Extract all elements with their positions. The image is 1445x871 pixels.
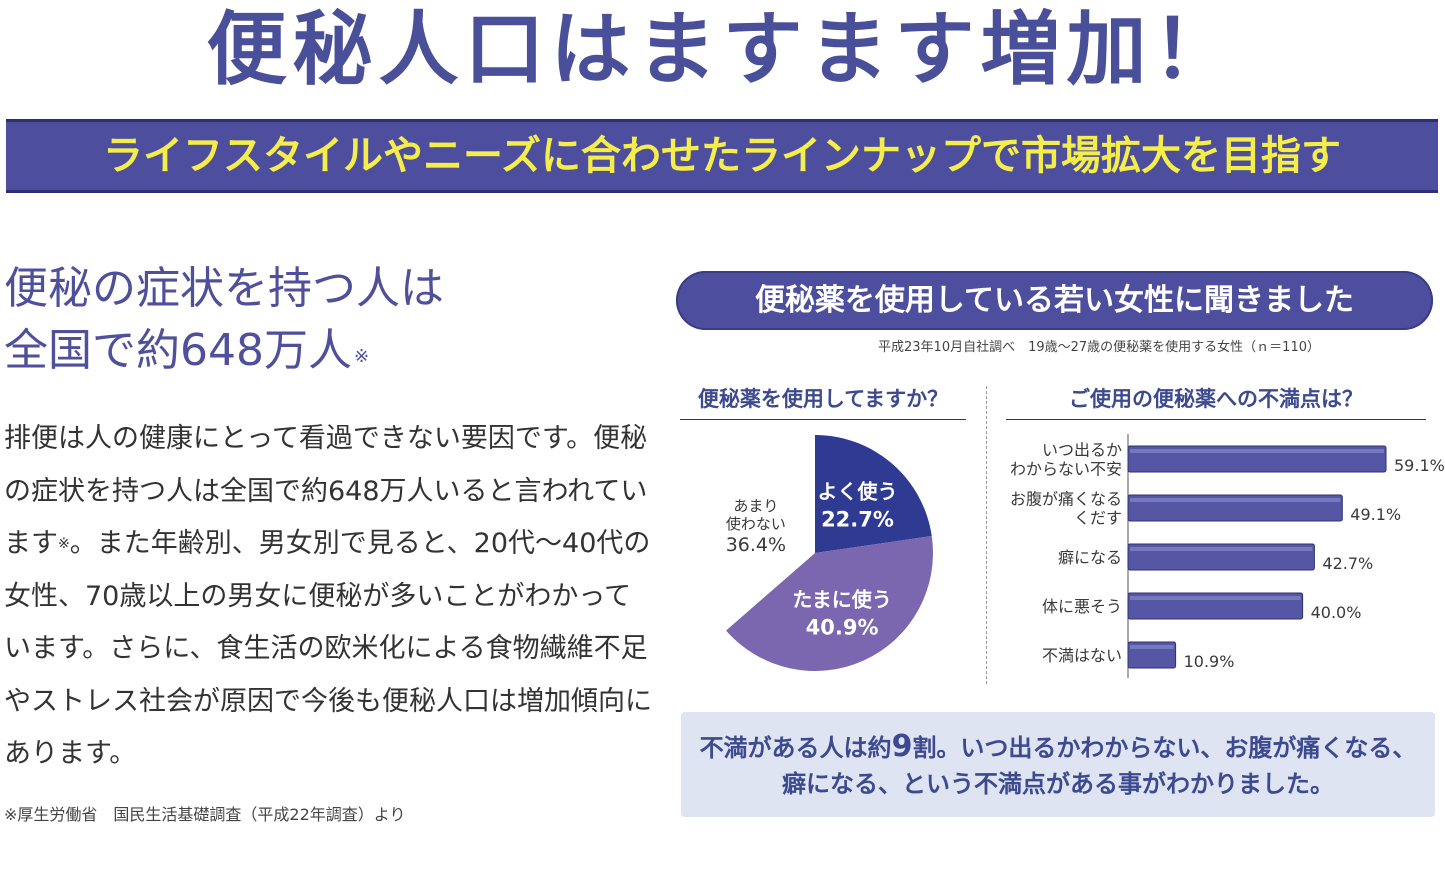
bar-category-label: 癖になる	[1058, 548, 1122, 567]
pie-question: 便秘薬を使用してますか？	[697, 387, 949, 411]
survey-title-pill: 便秘薬を使用している若い女性に聞きました	[676, 271, 1433, 330]
slice-sometimes-label: たまに使う 40.9%	[792, 588, 891, 640]
slice-often	[815, 435, 932, 553]
body-footnote-mark: ※	[58, 536, 70, 552]
slice-rarely	[696, 435, 815, 631]
slice-rarely-category-text: 使わない	[726, 515, 786, 533]
left-body-paragraph: 排便は人の健康にとって看過できない要因です。便秘の症状を持つ人は全国で約648万…	[4, 413, 654, 781]
bar-category-label: くだす	[1074, 509, 1122, 528]
bar-highlight	[1130, 547, 1313, 551]
bar-highlight	[1130, 645, 1174, 649]
bar-value-label: 10.9%	[1184, 652, 1235, 671]
left-heading: 便秘の症状を持つ人は 全国で約648万人 ※	[4, 258, 654, 382]
summary-big-number: 9	[891, 729, 913, 764]
heading-footnote-mark: ※	[353, 346, 370, 367]
bar-highlight	[1130, 498, 1341, 502]
slice-rarely-value: 36.4%	[726, 534, 786, 556]
body-text-part1: 排便は人の健康にとって看過できない要因です。便秘の症状を持つ人は全国で約648万…	[4, 423, 648, 559]
bar-value-label: 42.7%	[1322, 554, 1373, 573]
bar-category-label: わからない不安	[1010, 460, 1122, 479]
footnote: ※厚生労働省 国民生活基礎調査（平成22年調査）より	[4, 805, 406, 824]
bar-category-label: お腹が痛くなる	[1010, 490, 1122, 509]
bar-category-label: いつ出るか	[1042, 441, 1122, 460]
bar-value-label: 49.1%	[1350, 505, 1401, 524]
pie-question-rule	[680, 419, 966, 420]
survey-title: 便秘薬を使用している若い女性に聞きました	[754, 283, 1355, 318]
bar-category-label: 不満はない	[1042, 646, 1122, 665]
summary-text: 不満がある人は約9割。いつ出るかわからない、お腹が痛くなる、 癖になる、という不…	[681, 729, 1435, 802]
left-heading-line1: 便秘の症状を持つ人は	[4, 263, 444, 314]
bar-highlight	[1130, 596, 1301, 600]
bar-value-label: 40.0%	[1311, 603, 1362, 622]
body-text-part2: 。また年齢別、男女別で見ると、20代〜40代の女性、70歳以上の男女に便秘が多い…	[4, 528, 652, 769]
banner-text: ライフスタイルやニーズに合わせたラインナップで市場拡大を目指す	[103, 133, 1341, 179]
summary-line1: 不満がある人は約9割。いつ出るかわからない、お腹が痛くなる、	[681, 729, 1435, 766]
summary-line2: 癖になる、という不満点がある事がわかりました。	[782, 770, 1334, 798]
survey-source: 平成23年10月自社調べ 19歳〜27歳の便秘薬を使用する女性（ｎ＝110）	[878, 340, 1320, 355]
bar-question-rule	[1006, 419, 1426, 420]
subtitle-banner: ライフスタイルやニーズに合わせたラインナップで市場拡大を目指す	[6, 119, 1438, 193]
chart-divider	[986, 386, 987, 684]
summary-box	[681, 712, 1435, 817]
summary-part1: 不満がある人は約	[699, 734, 892, 762]
slice-sometimes-value: 40.9%	[806, 616, 879, 640]
left-heading-line2-text: 全国で約648万人	[4, 325, 352, 376]
slice-sometimes-category-text: たまに使う	[792, 588, 891, 612]
slice-rarely-category-text: あまり	[733, 497, 778, 515]
bar-highlight	[1130, 449, 1384, 453]
slice-often-category-text: よく使う	[818, 480, 898, 504]
slice-sometimes	[726, 536, 933, 672]
bar-category-label: 体に悪そう	[1042, 597, 1122, 616]
bar-value-label: 59.1%	[1394, 456, 1445, 475]
summary-part2: 割。いつ出るかわからない、お腹が痛くなる、	[912, 734, 1417, 762]
slice-often-value: 22.7%	[821, 508, 894, 532]
bar-question: ご使用の便秘薬への不満点は？	[1069, 387, 1363, 411]
left-heading-line2: 全国で約648万人 ※	[4, 320, 654, 382]
headline: 便秘人口はますます増加！	[206, 3, 1239, 96]
slice-often-label: よく使う 22.7%	[818, 480, 898, 532]
